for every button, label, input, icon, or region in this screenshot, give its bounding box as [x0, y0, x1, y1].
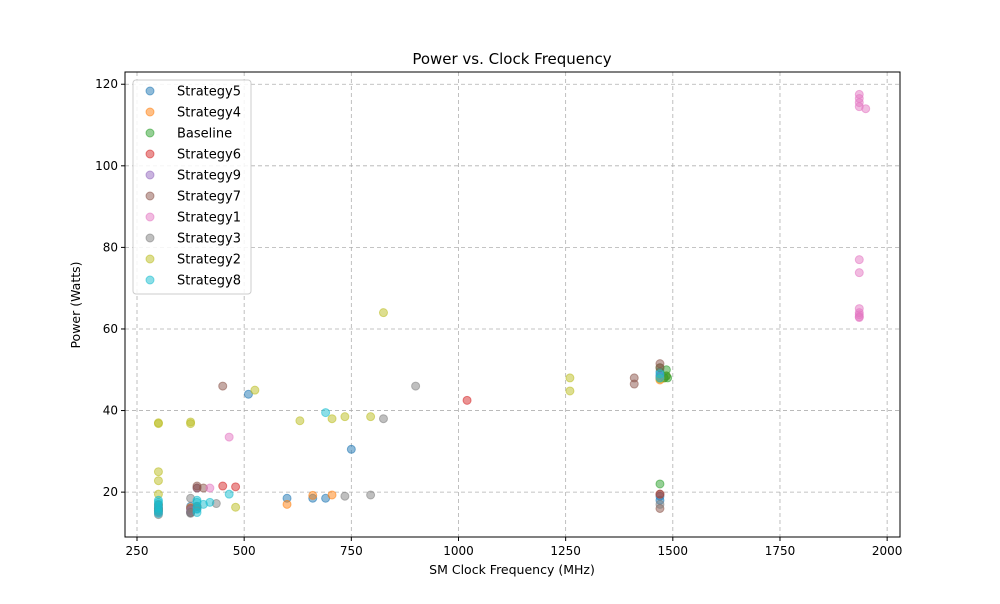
legend-label: Strategy1	[177, 211, 241, 226]
data-point	[655, 369, 665, 379]
data-point	[231, 502, 241, 512]
data-point	[378, 414, 388, 424]
data-point	[346, 444, 356, 454]
data-point	[366, 412, 376, 422]
legend-marker	[145, 275, 155, 285]
x-tick-label: 1250	[550, 544, 581, 558]
series-strategy1	[205, 89, 871, 493]
data-point	[655, 479, 665, 489]
y-tick-label: 80	[103, 240, 118, 254]
data-point	[321, 408, 331, 418]
data-point	[218, 481, 228, 491]
legend-marker	[145, 128, 155, 138]
legend: Strategy5 Strategy4 Baseline Strategy6 Strat…	[132, 79, 252, 295]
data-point	[854, 268, 864, 278]
legend-label: Strategy6	[177, 148, 241, 163]
data-point	[205, 497, 215, 507]
y-tick-label: 120	[95, 77, 118, 91]
data-point	[153, 419, 163, 429]
data-points	[153, 89, 871, 520]
data-point	[462, 395, 472, 405]
series-strategy8	[153, 369, 665, 518]
legend-label: Strategy5	[177, 85, 241, 100]
data-point	[854, 313, 864, 323]
legend-label: Strategy9	[177, 169, 241, 184]
x-tick-label: 500	[233, 544, 256, 558]
y-tick-label: 40	[103, 404, 118, 418]
y-tick-label: 20	[103, 485, 118, 499]
legend-label: Strategy2	[177, 253, 241, 268]
legend-label: Strategy4	[177, 106, 241, 121]
plot-frame	[124, 71, 901, 538]
data-point	[295, 416, 305, 426]
data-point	[565, 373, 575, 383]
data-point	[186, 419, 196, 429]
legend-marker	[145, 191, 155, 201]
data-point	[340, 412, 350, 422]
legend-marker	[145, 149, 155, 159]
data-point	[854, 255, 864, 265]
chart-title: Power vs. Clock Frequency	[412, 50, 611, 68]
x-tick-label: 750	[340, 544, 363, 558]
legend-label: Strategy3	[177, 232, 241, 247]
data-point	[308, 490, 318, 500]
data-point	[153, 476, 163, 486]
legend-box	[132, 79, 252, 295]
x-tick-label: 1000	[443, 544, 474, 558]
data-point	[224, 432, 234, 442]
legend-marker	[145, 107, 155, 117]
data-point	[411, 381, 421, 391]
data-point	[366, 490, 376, 500]
legend-marker	[145, 212, 155, 222]
data-point	[655, 489, 665, 499]
x-tick-label: 250	[126, 544, 149, 558]
data-point	[153, 467, 163, 477]
legend-marker	[145, 170, 155, 180]
data-point	[861, 104, 871, 114]
legend-label: Baseline	[177, 127, 232, 142]
data-point	[231, 482, 241, 492]
y-axis-ticks: 20 40 60 80 100 120	[95, 77, 125, 499]
legend-label: Strategy8	[177, 274, 241, 289]
data-point	[205, 483, 215, 493]
data-point	[218, 381, 228, 391]
data-point	[282, 499, 292, 509]
data-point	[224, 489, 234, 499]
data-point	[378, 308, 388, 318]
legend-marker	[145, 233, 155, 243]
y-tick-label: 100	[95, 159, 118, 173]
data-point	[655, 499, 665, 509]
x-axis-ticks: 250 500 750 1000 1250 1500 1750 2000	[126, 537, 903, 558]
legend-marker	[145, 86, 155, 96]
legend-label: Strategy7	[177, 190, 241, 205]
data-point	[340, 491, 350, 501]
y-axis-label: Power (Watts)	[68, 261, 83, 348]
data-point	[327, 414, 337, 424]
grid-lines	[125, 72, 900, 537]
data-point	[327, 490, 337, 500]
x-axis-label: SM Clock Frequency (MHz)	[429, 562, 595, 577]
x-tick-label: 2000	[872, 544, 903, 558]
data-point	[153, 495, 163, 505]
data-point	[192, 495, 202, 505]
data-point	[629, 379, 639, 389]
data-point	[663, 373, 673, 383]
data-point	[250, 385, 260, 395]
series-strategy2	[153, 308, 665, 512]
data-point	[243, 389, 253, 399]
legend-marker	[145, 254, 155, 264]
x-tick-label: 1500	[658, 544, 689, 558]
data-point	[565, 386, 575, 396]
y-tick-label: 60	[103, 322, 118, 336]
x-tick-label: 1750	[765, 544, 796, 558]
